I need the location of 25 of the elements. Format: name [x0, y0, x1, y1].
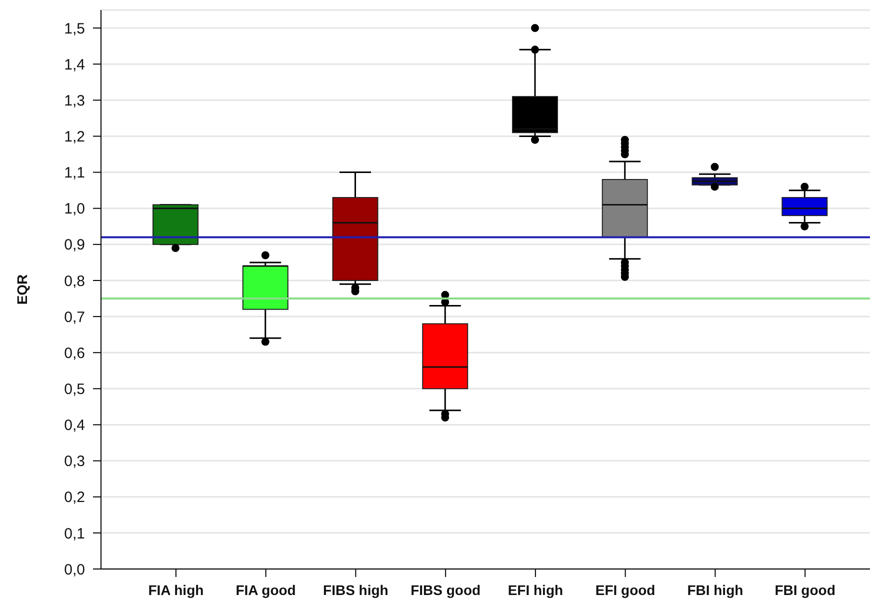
y-tick-label: 0,6 — [64, 344, 85, 362]
x-tick-label: FIBS high — [323, 582, 388, 598]
y-axis-title: EQR — [14, 274, 30, 305]
x-tick-label: FBI good — [774, 582, 836, 598]
x-tick-label: FIA good — [236, 582, 296, 598]
x-tick-label: EFI good — [595, 582, 656, 598]
y-tick-label: 1,5 — [64, 20, 85, 38]
y-tick-label: 1,0 — [64, 200, 85, 218]
y-tick-label: 0,5 — [64, 381, 85, 398]
x-tick-label: FBI high — [687, 582, 744, 598]
y-tick-label: 1,3 — [64, 92, 85, 110]
y-tick-label: 1,2 — [64, 128, 85, 146]
y-tick-label: 0,7 — [64, 308, 85, 326]
y-tick-label: 0,1 — [64, 525, 85, 542]
y-tick-label: 0,4 — [64, 417, 85, 434]
x-tick-label: FIBS good — [410, 582, 481, 598]
y-tick-label: 1,1 — [64, 164, 85, 182]
x-tick-label: FIA high — [148, 582, 204, 598]
y-tick-label: 0,2 — [64, 489, 85, 506]
y-tick-label: 0,8 — [64, 272, 85, 290]
y-tick-label: 0,3 — [64, 453, 85, 470]
y-tick-label: 0,0 — [64, 561, 85, 578]
y-tick-label: 0,9 — [64, 236, 85, 254]
x-tick-label: EFI high — [508, 582, 564, 598]
y-tick-label: 1,4 — [64, 56, 85, 74]
